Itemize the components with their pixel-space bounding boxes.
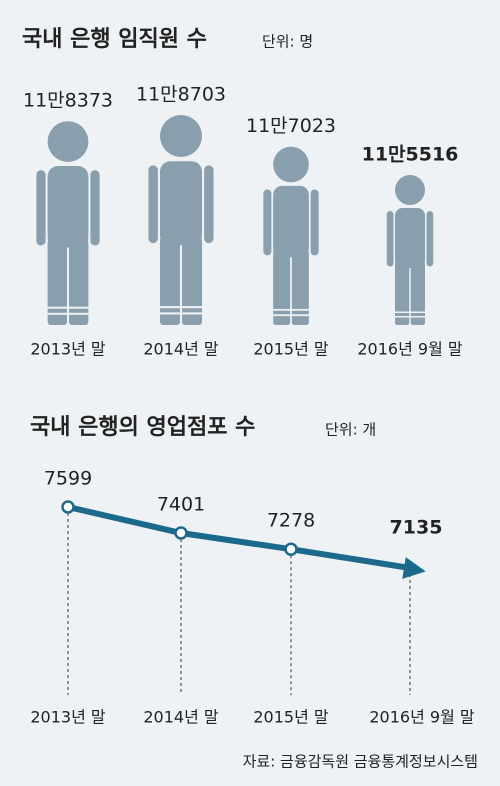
value-label: 11만7023	[246, 115, 336, 137]
chart-title: 국내 은행 임직원 수	[22, 27, 207, 52]
figure-stripe	[395, 311, 425, 313]
source: 자료: 금융감독원 금융통계정보시스템	[243, 753, 478, 771]
figure-stripe	[47, 312, 89, 315]
figure-part	[386, 211, 394, 267]
figure-stripe	[273, 308, 309, 311]
value-label: 11만8703	[136, 84, 226, 106]
figure-part	[182, 236, 202, 325]
figure-part	[36, 170, 46, 246]
figure-part	[426, 211, 434, 267]
figure-part	[47, 121, 89, 162]
arrow-head	[402, 557, 426, 579]
figure-stripe	[395, 316, 425, 318]
figure-part	[395, 208, 425, 268]
figure-part	[47, 166, 89, 248]
person-figure	[263, 146, 319, 325]
person-figure	[386, 175, 434, 325]
figure-part	[410, 262, 425, 325]
line	[67, 504, 411, 571]
figure-part	[291, 250, 309, 325]
figure-part	[204, 165, 214, 244]
point	[61, 500, 75, 514]
person-figure	[36, 121, 100, 325]
figure-part	[69, 239, 89, 325]
value-label: 7278	[267, 510, 315, 532]
figure-part	[90, 170, 100, 246]
value-label: 7599	[44, 468, 92, 490]
person-figure	[148, 115, 214, 325]
figure-part	[160, 115, 202, 157]
figure-part	[395, 175, 425, 205]
x-tick-label: 2014년 말	[143, 340, 219, 359]
x-tick-label: 2016년 9월 말	[369, 708, 475, 727]
x-tick-label: 2016년 9월 말	[357, 340, 463, 359]
figure-part	[160, 161, 202, 246]
figure-part	[148, 165, 158, 244]
figure-stripe	[160, 312, 202, 315]
unit-label: 단위: 개	[325, 421, 376, 439]
unit-label: 단위: 명	[262, 33, 313, 51]
value-label: 11만8373	[23, 90, 113, 112]
figure-part	[160, 236, 180, 325]
point	[284, 542, 298, 556]
figure-part	[273, 185, 309, 258]
x-tick-label: 2015년 말	[253, 340, 329, 359]
chart-title: 국내 은행의 영업점포 수	[30, 415, 255, 440]
x-tick-label: 2013년 말	[30, 340, 106, 359]
figure-part	[395, 262, 410, 325]
x-tick-label: 2014년 말	[143, 708, 219, 727]
figure-stripe	[273, 314, 309, 317]
value-label: 7401	[157, 494, 205, 516]
point	[174, 526, 188, 540]
x-tick-label: 2013년 말	[30, 708, 106, 727]
figure-part	[47, 239, 67, 325]
figure-part	[273, 250, 291, 325]
figure-part	[273, 146, 309, 183]
x-tick-label: 2015년 말	[253, 708, 329, 727]
figure-stripe	[160, 306, 202, 309]
figure-part	[310, 189, 319, 256]
figure-part	[263, 189, 272, 256]
value-label: 11만5516	[362, 144, 459, 166]
value-label: 7135	[390, 517, 443, 539]
figure-stripe	[47, 306, 89, 309]
